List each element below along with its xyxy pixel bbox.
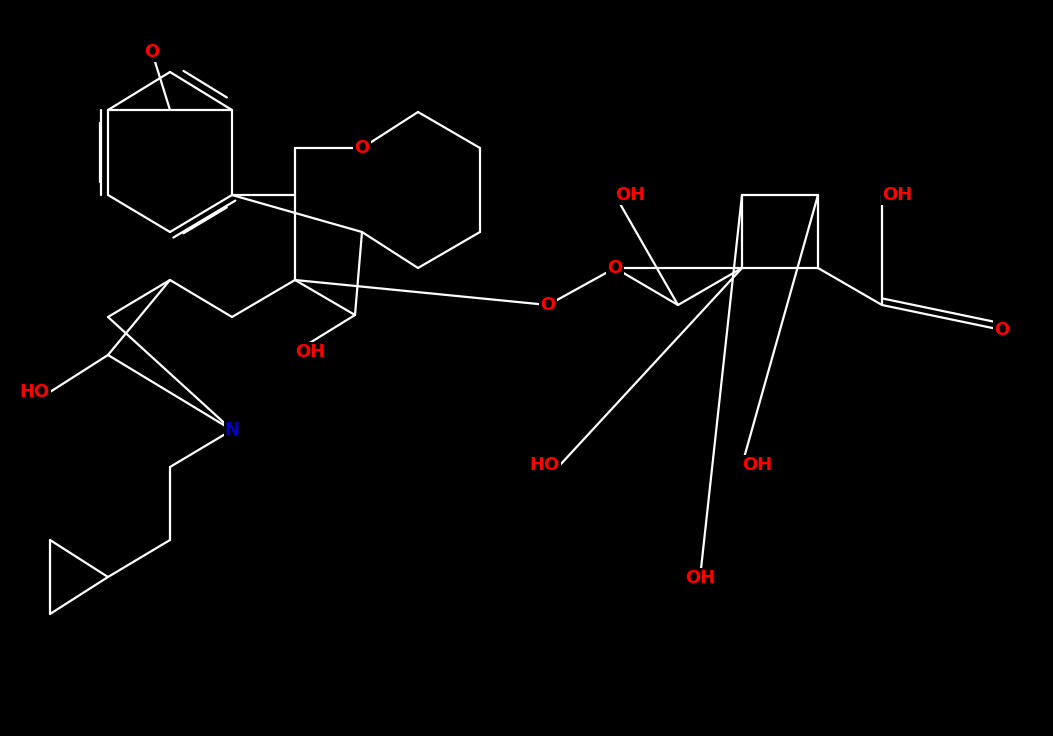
- Text: OH: OH: [742, 456, 772, 474]
- Text: OH: OH: [295, 343, 325, 361]
- Text: N: N: [224, 421, 239, 439]
- Text: O: O: [994, 321, 1010, 339]
- Text: O: O: [608, 259, 622, 277]
- Text: HO: HO: [20, 383, 49, 401]
- Text: OH: OH: [615, 186, 645, 204]
- Text: HO: HO: [530, 456, 560, 474]
- Text: OH: OH: [684, 569, 715, 587]
- Text: O: O: [355, 139, 370, 157]
- Text: O: O: [144, 43, 160, 61]
- Text: OH: OH: [882, 186, 912, 204]
- Text: O: O: [540, 296, 556, 314]
